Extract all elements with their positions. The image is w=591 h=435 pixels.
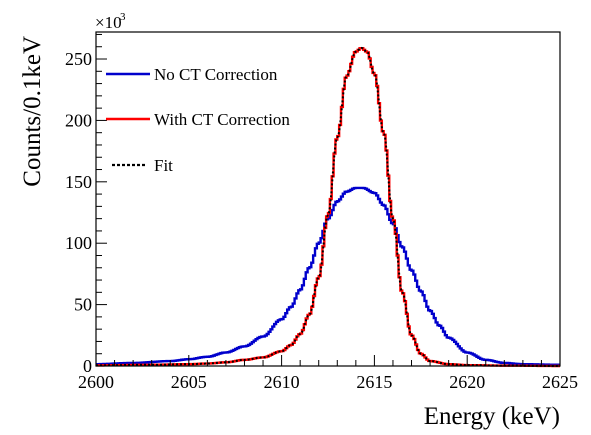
y-axis-multiplier: ×10 [95, 13, 122, 32]
legend-label: With CT Correction [154, 110, 290, 129]
y-tick-label: 200 [65, 110, 92, 130]
x-tick-label: 2610 [264, 372, 300, 392]
y-tick-label: 0 [83, 356, 92, 376]
y-tick-label: 100 [65, 233, 92, 253]
series-line-fit [96, 46, 560, 367]
axes: 2600 2605 2610 2615 2620 2625 0 50 100 150 200 250 [65, 31, 578, 392]
x-tick-label: 2615 [356, 372, 392, 392]
y-axis-multiplier-exponent: 3 [120, 11, 126, 23]
legend: No CT Correction With CT Correction Fit [106, 65, 290, 175]
x-tick-label: 2600 [78, 372, 114, 392]
legend-label: No CT Correction [154, 65, 278, 84]
plot-frame [95, 31, 561, 367]
plot-area [96, 46, 560, 368]
x-tick-label: 2620 [449, 372, 485, 392]
y-tick-label: 250 [65, 49, 92, 69]
legend-label: Fit [154, 156, 173, 175]
y-tick-label: 150 [65, 172, 92, 192]
x-tick-label: 2625 [542, 372, 578, 392]
x-tick-label: 2605 [171, 372, 207, 392]
y-axis-title: Counts/0.1keV [19, 36, 46, 187]
series-line-with-ct-correction [96, 47, 560, 368]
x-axis-title: Energy (keV) [424, 403, 560, 430]
y-tick-label: 50 [74, 295, 92, 315]
